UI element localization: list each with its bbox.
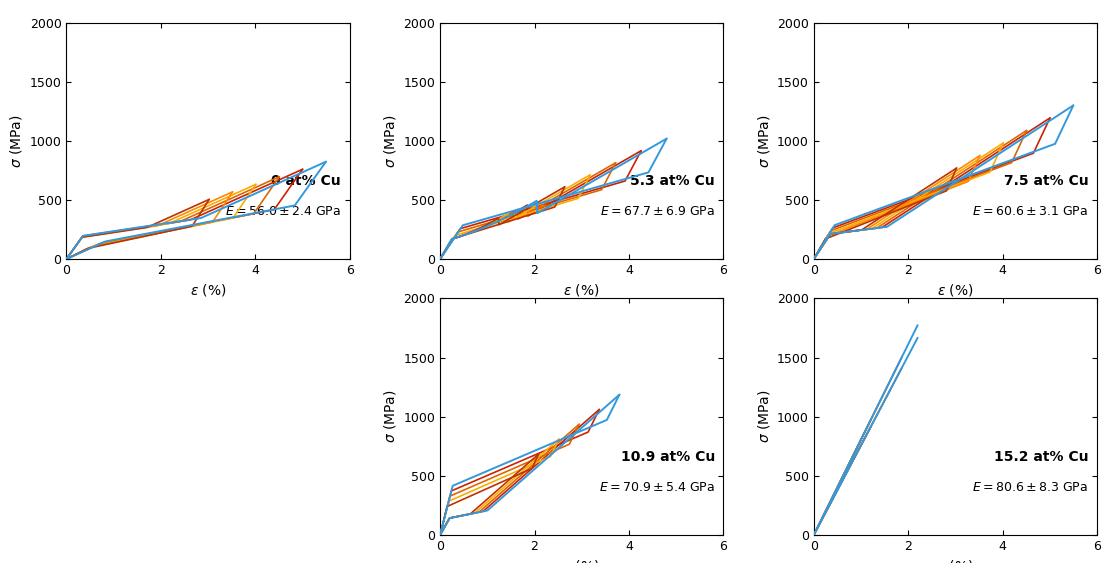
- Y-axis label: $\sigma$ (MPa): $\sigma$ (MPa): [756, 390, 771, 444]
- Text: 15.2 at% Cu: 15.2 at% Cu: [994, 450, 1088, 464]
- X-axis label: $\varepsilon$ (%): $\varepsilon$ (%): [937, 558, 974, 563]
- Text: $E = 80.6 \pm 8.3$ GPa: $E = 80.6 \pm 8.3$ GPa: [973, 481, 1088, 494]
- Y-axis label: $\sigma$ (MPa): $\sigma$ (MPa): [756, 114, 771, 168]
- X-axis label: $\varepsilon$ (%): $\varepsilon$ (%): [563, 283, 601, 298]
- X-axis label: $\varepsilon$ (%): $\varepsilon$ (%): [563, 558, 601, 563]
- Text: 0 at% Cu: 0 at% Cu: [271, 174, 341, 188]
- Text: 5.3 at% Cu: 5.3 at% Cu: [630, 174, 715, 188]
- Text: $E = 70.9 \pm 5.4$ GPa: $E = 70.9 \pm 5.4$ GPa: [598, 481, 715, 494]
- Text: 7.5 at% Cu: 7.5 at% Cu: [1004, 174, 1088, 188]
- Y-axis label: $\sigma$ (MPa): $\sigma$ (MPa): [8, 114, 24, 168]
- Y-axis label: $\sigma$ (MPa): $\sigma$ (MPa): [382, 390, 398, 444]
- Y-axis label: $\sigma$ (MPa): $\sigma$ (MPa): [382, 114, 398, 168]
- X-axis label: $\varepsilon$ (%): $\varepsilon$ (%): [189, 283, 226, 298]
- Text: $E = 56.0 \pm 2.4$ GPa: $E = 56.0 \pm 2.4$ GPa: [225, 205, 341, 218]
- X-axis label: $\varepsilon$ (%): $\varepsilon$ (%): [937, 283, 974, 298]
- Text: $E = 67.7 \pm 6.9$ GPa: $E = 67.7 \pm 6.9$ GPa: [599, 205, 715, 218]
- Text: $E = 60.6 \pm 3.1$ GPa: $E = 60.6 \pm 3.1$ GPa: [973, 205, 1088, 218]
- Text: 10.9 at% Cu: 10.9 at% Cu: [620, 450, 715, 464]
